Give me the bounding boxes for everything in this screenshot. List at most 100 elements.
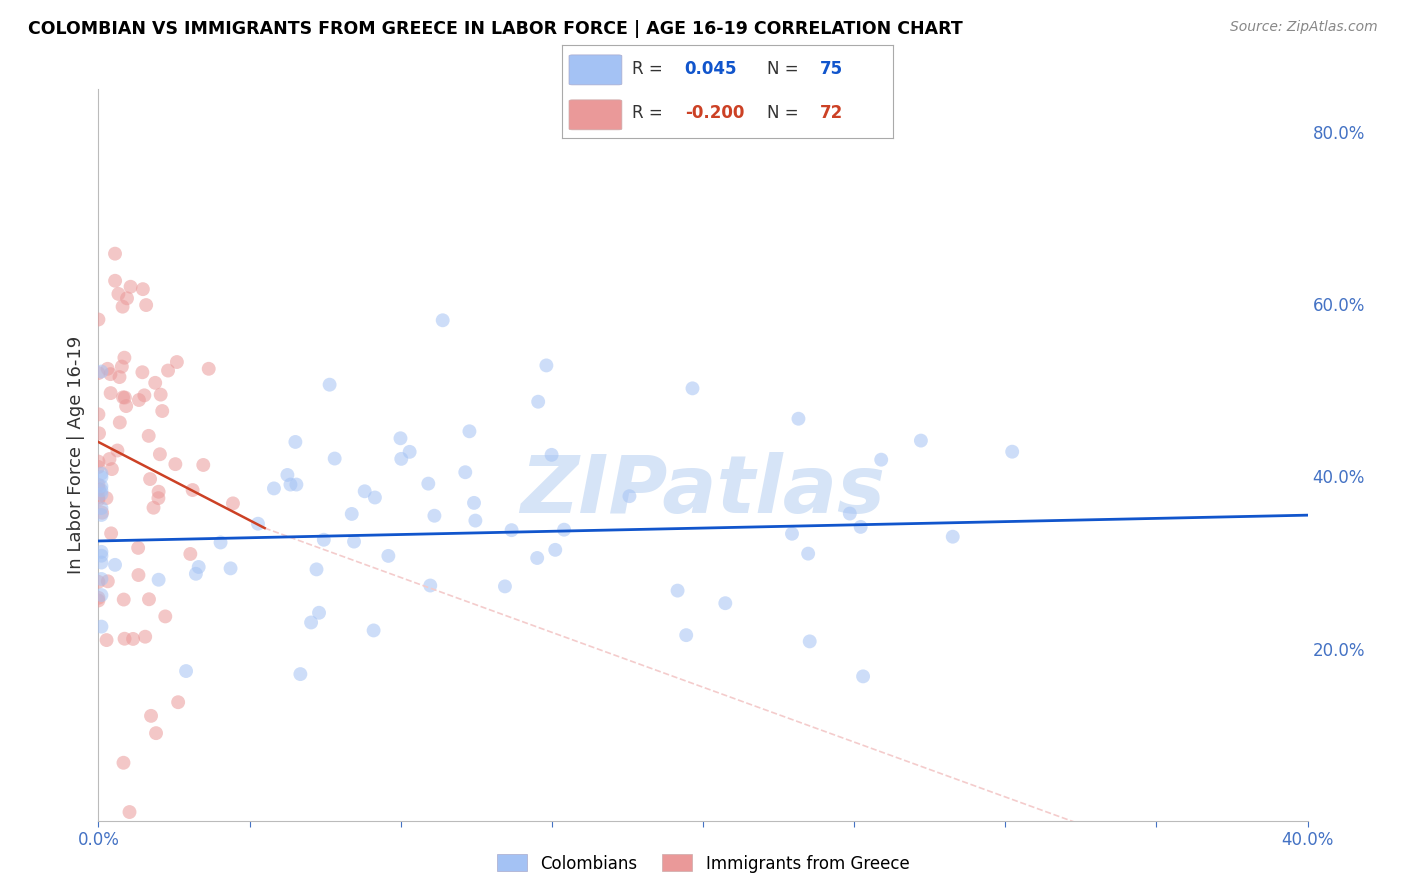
Y-axis label: In Labor Force | Age 16-19: In Labor Force | Age 16-19 — [66, 335, 84, 574]
Point — [87, 490, 110, 504]
Point — [87, 482, 110, 496]
Point — [100, 386, 122, 401]
Point — [96, 491, 118, 505]
Point — [112, 351, 135, 365]
Point — [87, 312, 110, 326]
Point — [90, 572, 112, 586]
Point — [138, 592, 160, 607]
Point — [209, 535, 232, 549]
Point — [363, 624, 385, 638]
Point — [150, 404, 173, 418]
Point — [115, 291, 138, 305]
Point — [111, 300, 134, 314]
Point — [107, 443, 129, 458]
Point — [179, 547, 201, 561]
Point — [90, 470, 112, 484]
Point — [87, 454, 110, 468]
Point — [852, 669, 875, 683]
Point — [127, 568, 149, 582]
Point — [111, 359, 134, 374]
Point — [90, 479, 112, 493]
Point — [536, 359, 558, 373]
Point — [389, 451, 412, 466]
Point — [118, 805, 141, 819]
Legend: Colombians, Immigrants from Greece: Colombians, Immigrants from Greece — [491, 847, 915, 880]
Point — [90, 467, 112, 481]
Text: Source: ZipAtlas.com: Source: ZipAtlas.com — [1230, 20, 1378, 34]
Point — [107, 287, 129, 301]
Point — [1001, 444, 1024, 458]
Point — [87, 366, 110, 380]
Point — [290, 667, 312, 681]
Point — [187, 560, 209, 574]
Point — [389, 431, 412, 445]
Point — [501, 523, 523, 537]
Point — [139, 472, 162, 486]
Point — [98, 452, 121, 467]
Point — [193, 458, 215, 472]
Text: N =: N = — [768, 61, 799, 78]
Point — [115, 399, 138, 413]
Point — [148, 491, 170, 505]
Point — [544, 542, 567, 557]
Point — [112, 592, 135, 607]
Point — [246, 516, 269, 531]
Point — [127, 541, 149, 555]
Point — [463, 496, 485, 510]
Point — [284, 434, 307, 449]
Point — [87, 426, 110, 441]
Point — [87, 492, 110, 507]
Point — [90, 508, 112, 522]
Point — [148, 484, 170, 499]
Point — [90, 501, 112, 516]
Point — [526, 551, 548, 566]
Point — [87, 593, 110, 607]
Point — [114, 632, 136, 646]
Point — [619, 489, 641, 503]
Point — [148, 573, 170, 587]
Point — [797, 547, 820, 561]
Point — [90, 365, 112, 379]
Point — [108, 370, 131, 384]
Point — [165, 457, 187, 471]
Point — [90, 556, 112, 570]
Point — [128, 392, 150, 407]
Point — [90, 545, 112, 559]
Point — [308, 606, 330, 620]
Point — [197, 361, 219, 376]
Point — [540, 448, 562, 462]
Text: 72: 72 — [820, 104, 844, 122]
Point — [184, 566, 207, 581]
Point — [87, 459, 110, 474]
Point — [131, 365, 153, 379]
Point — [87, 591, 110, 605]
FancyBboxPatch shape — [569, 55, 621, 85]
Point — [340, 507, 363, 521]
Point — [135, 298, 157, 312]
Point — [398, 445, 420, 459]
Point — [157, 363, 180, 377]
Point — [100, 526, 122, 541]
Point — [149, 387, 172, 401]
Point — [364, 491, 387, 505]
Point — [100, 367, 122, 381]
Point — [299, 615, 322, 630]
Point — [910, 434, 932, 448]
Text: 0.045: 0.045 — [685, 61, 737, 78]
Point — [87, 478, 110, 492]
FancyBboxPatch shape — [569, 100, 621, 130]
Point — [132, 282, 155, 296]
Point — [104, 558, 127, 572]
Point — [90, 483, 112, 498]
Point — [418, 476, 440, 491]
Point — [849, 520, 872, 534]
Point — [138, 429, 160, 443]
Point — [97, 574, 120, 589]
Point — [90, 619, 112, 633]
Point — [682, 381, 704, 395]
Point — [149, 447, 172, 461]
Point — [553, 523, 575, 537]
Point — [799, 634, 821, 648]
Point — [432, 313, 454, 327]
Point — [714, 596, 737, 610]
